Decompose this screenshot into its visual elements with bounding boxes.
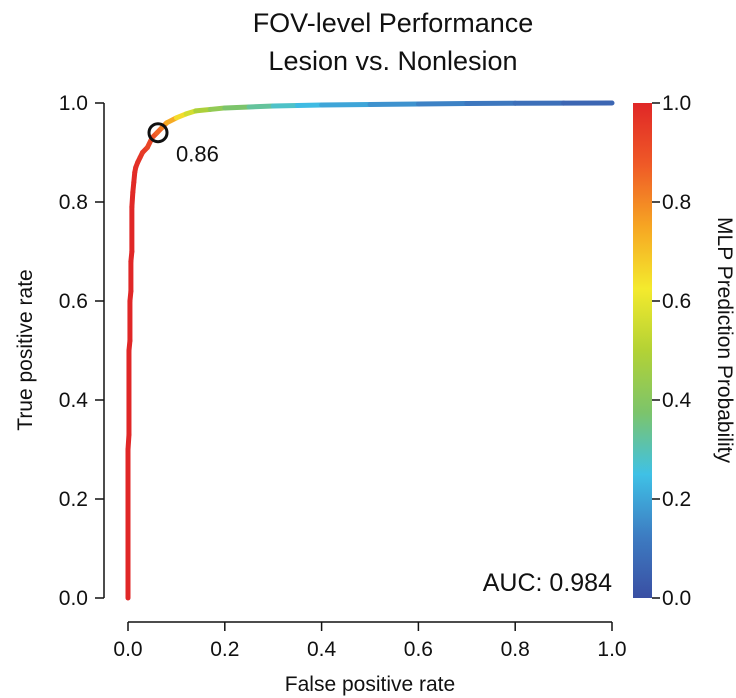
roc-segment [222, 104, 252, 111]
y-tick-label: 0.0 [59, 587, 88, 610]
colorbar-tick-label: 0.0 [662, 587, 691, 610]
y-axis-label: True positive rate [14, 269, 37, 430]
y-tick-label: 0.8 [59, 191, 88, 214]
x-tick-label: 0.2 [210, 638, 239, 661]
roc-segment [246, 103, 276, 110]
y-ticks: 0.0 0.2 0.4 0.6 0.8 1.0 [59, 92, 104, 610]
x-ticks: 0.0 0.2 0.4 0.6 0.8 1.0 [113, 622, 627, 661]
x-tick-label: 0.6 [404, 638, 433, 661]
colorbar-tick-label: 0.4 [662, 389, 692, 412]
chart-subtitle: Lesion vs. Nonlesion [268, 46, 517, 76]
y-tick-label: 0.4 [59, 389, 89, 412]
colorbar-tick-label: 0.2 [662, 488, 691, 511]
colorbar-tick-label: 1.0 [662, 92, 691, 115]
chart-title: FOV-level Performance [253, 8, 534, 38]
colorbar-tick-label: 0.6 [662, 290, 691, 313]
y-tick-label: 1.0 [59, 92, 88, 115]
roc-curve [125, 100, 615, 601]
colorbar-label: MLP Prediction Probability [713, 217, 736, 463]
y-tick-label: 0.6 [59, 290, 88, 313]
x-tick-label: 0.4 [307, 638, 337, 661]
colorbar-ticks: 0.0 0.2 0.4 0.6 0.8 1.0 [652, 92, 692, 610]
x-tick-label: 0.0 [113, 638, 142, 661]
colorbar-tick-label: 0.8 [662, 191, 691, 214]
x-axis-label: False positive rate [285, 673, 455, 696]
x-tick-label: 0.8 [501, 638, 530, 661]
axes: 0.0 0.2 0.4 0.6 0.8 1.0 0.0 0.2 0.4 0.6 0.8 1.0 [59, 92, 627, 661]
auc-label: AUC: 0.984 [483, 569, 612, 597]
y-tick-label: 0.2 [59, 488, 88, 511]
threshold-marker [147, 122, 169, 144]
colorbar [633, 103, 652, 598]
threshold-label: 0.86 [176, 142, 219, 167]
x-tick-label: 1.0 [597, 638, 626, 661]
